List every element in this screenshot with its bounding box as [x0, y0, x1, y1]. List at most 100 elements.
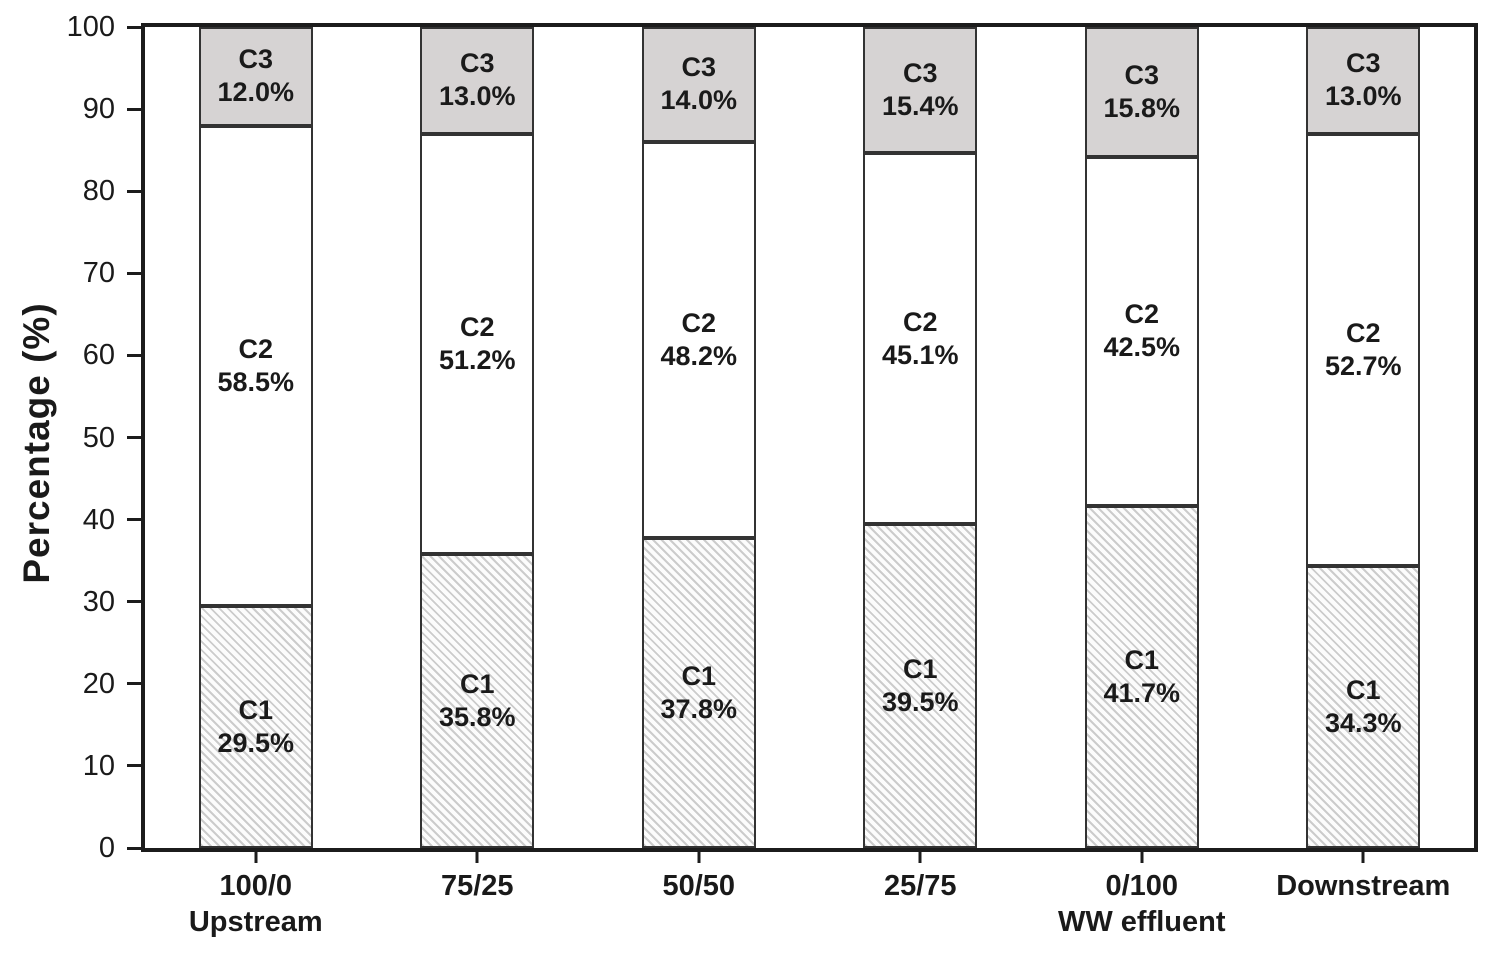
- segment-series-label: C2: [902, 306, 938, 337]
- segment-value-label: 58.5%: [217, 366, 295, 397]
- y-axis-tick-label: 50: [82, 421, 115, 454]
- segment-value-label: 13.0%: [1324, 81, 1402, 112]
- bar-segment-c2: C2 48.2%: [641, 141, 756, 538]
- bar-segment-c2: C2 52.7%: [1306, 133, 1421, 567]
- x-axis-tick: [254, 852, 258, 863]
- x-axis-tick: [697, 852, 701, 863]
- y-axis-tick: [127, 436, 141, 439]
- x-category-name: 25/75: [883, 870, 957, 902]
- x-category-label: 25/75: [810, 868, 1032, 904]
- segment-value-label: 35.8%: [438, 702, 516, 733]
- plot-area: 0 10 20 30 40 50 60 70 80 90 100 C3 12.0% C2 58.5% C1 29…: [67, 11, 1478, 938]
- bar-segment-c3: C3 15.4%: [863, 27, 978, 154]
- x-axis-tick: [1140, 852, 1144, 863]
- y-axis-tick-label: 60: [82, 339, 115, 372]
- x-category-sublabel: WW effluent: [1057, 906, 1226, 938]
- segment-value-label: 51.2%: [438, 344, 516, 375]
- x-category-label: 75/25: [367, 868, 589, 904]
- segment-value-label: 48.2%: [660, 340, 738, 371]
- segment-series-label: C1: [459, 669, 495, 700]
- segment-value-label: 12.0%: [217, 77, 295, 108]
- bar-segment-c3: C3 14.0%: [641, 27, 756, 142]
- segment-value-label: 29.5%: [217, 727, 295, 758]
- bar-segment-c3: C3 15.8%: [1084, 27, 1199, 157]
- x-axis-tick: [1361, 852, 1365, 863]
- y-axis-tick: [127, 271, 141, 275]
- y-axis-tick-label: 90: [82, 93, 115, 126]
- x-axis-tick: [918, 852, 922, 863]
- bar-segment-c1: C1 35.8%: [420, 554, 535, 848]
- segment-series-label: C1: [902, 653, 938, 684]
- stacked-bar: C3 14.0% C2 48.2% C1 37.8%: [641, 27, 756, 848]
- x-category-name: 0/100: [1105, 870, 1179, 902]
- bar-segment-c3: C3 13.0%: [1306, 27, 1421, 134]
- y-axis-tick-label: 0: [98, 832, 115, 864]
- segment-value-label: 52.7%: [1324, 351, 1402, 382]
- y-axis-tick: [127, 353, 141, 357]
- y-axis-tick-label: 70: [82, 257, 115, 290]
- segment-value-label: 15.8%: [1103, 92, 1181, 123]
- y-axis-tick-label: 10: [82, 749, 115, 782]
- bar-segment-c1: C1 34.3%: [1306, 566, 1421, 848]
- stacked-bar: C3 12.0% C2 58.5% C1 29.5%: [198, 27, 313, 848]
- y-axis-tick: [127, 107, 141, 111]
- segment-series-label: C2: [1124, 299, 1159, 330]
- segment-value-label: 42.5%: [1103, 332, 1181, 363]
- y-axis-tick-label: 40: [82, 503, 115, 536]
- y-axis-tick: [127, 682, 141, 686]
- bar-segment-c1: C1 39.5%: [863, 523, 978, 848]
- x-category-name: 50/50: [662, 870, 736, 902]
- stacked-bar: C3 15.8% C2 42.5% C1 41.7%: [1084, 27, 1199, 848]
- x-axis-tick: [475, 852, 479, 863]
- x-category-label: Downstream: [1253, 868, 1475, 904]
- stacked-bar: C3 13.0% C2 51.2% C1 35.8%: [420, 27, 535, 848]
- y-axis-tick: [127, 846, 141, 850]
- segment-series-label: C3: [902, 58, 938, 89]
- bar-segment-c2: C2 51.2%: [420, 133, 535, 555]
- bar-segment-c1: C1 37.8%: [641, 537, 756, 848]
- x-category-name: Downstream: [1276, 870, 1451, 902]
- segment-series-label: C3: [238, 44, 273, 75]
- segment-value-label: 45.1%: [881, 339, 959, 370]
- segment-series-label: C1: [1124, 644, 1159, 675]
- stacked-bar: C3 13.0% C2 52.7% C1 34.3%: [1306, 27, 1421, 848]
- y-axis-tick: [127, 518, 141, 522]
- x-category-sublabel: Upstream: [188, 906, 323, 938]
- bar-segment-c2: C2 42.5%: [1084, 156, 1199, 506]
- segment-value-label: 13.0%: [438, 81, 516, 112]
- y-axis-tick: [127, 189, 141, 193]
- bar-segment-c2: C2 58.5%: [198, 125, 313, 606]
- y-axis-tick-label: 30: [82, 585, 115, 618]
- segment-series-label: C3: [681, 52, 716, 83]
- segment-value-label: 14.0%: [660, 85, 738, 116]
- x-category-name: 75/25: [440, 870, 514, 902]
- x-category-label: 100/0 Upstream: [145, 868, 367, 940]
- segment-value-label: 34.3%: [1324, 708, 1402, 739]
- segment-value-label: 15.4%: [881, 91, 959, 122]
- y-axis-tick-label: 80: [82, 175, 115, 208]
- x-category-name: 100/0: [219, 870, 293, 902]
- segment-series-label: C2: [459, 311, 495, 342]
- y-axis-tick: [127, 25, 141, 29]
- bar-segment-c1: C1 41.7%: [1084, 505, 1199, 848]
- y-axis-tick: [127, 600, 141, 604]
- x-category-label: 50/50: [588, 868, 810, 904]
- segment-series-label: C2: [681, 307, 716, 338]
- bar-segment-c3: C3 12.0%: [198, 27, 313, 126]
- bar-segment-c3: C3 13.0%: [420, 27, 535, 134]
- segment-series-label: C3: [1124, 59, 1159, 90]
- segment-value-label: 37.8%: [660, 693, 738, 724]
- segment-series-label: C2: [1345, 318, 1381, 349]
- bar-segment-c2: C2 45.1%: [863, 153, 978, 524]
- y-axis-tick-label: 100: [66, 11, 115, 43]
- x-category-label: 0/100 WW effluent: [1031, 868, 1253, 940]
- stacked-bar: C3 15.4% C2 45.1% C1 39.5%: [863, 27, 978, 848]
- y-axis-tick: [127, 764, 141, 768]
- bar-segment-c1: C1 29.5%: [198, 605, 313, 848]
- segment-series-label: C1: [681, 660, 716, 691]
- segment-value-label: 39.5%: [881, 686, 959, 717]
- segment-series-label: C1: [238, 694, 273, 725]
- y-axis-tick-label: 20: [82, 667, 115, 700]
- segment-series-label: C1: [1345, 675, 1381, 706]
